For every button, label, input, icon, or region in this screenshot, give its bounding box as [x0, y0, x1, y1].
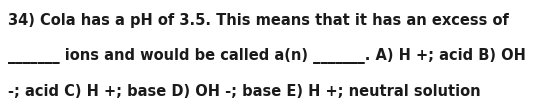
Text: 34) Cola has a pH of 3.5. This means that it has an excess of: 34) Cola has a pH of 3.5. This means tha… [8, 13, 509, 28]
Text: -; acid C) H +; base D) OH -; base E) H +; neutral solution: -; acid C) H +; base D) OH -; base E) H … [8, 84, 481, 99]
Text: _______ ions and would be called a(n) _______. A) H +; acid B) OH: _______ ions and would be called a(n) __… [8, 48, 526, 64]
